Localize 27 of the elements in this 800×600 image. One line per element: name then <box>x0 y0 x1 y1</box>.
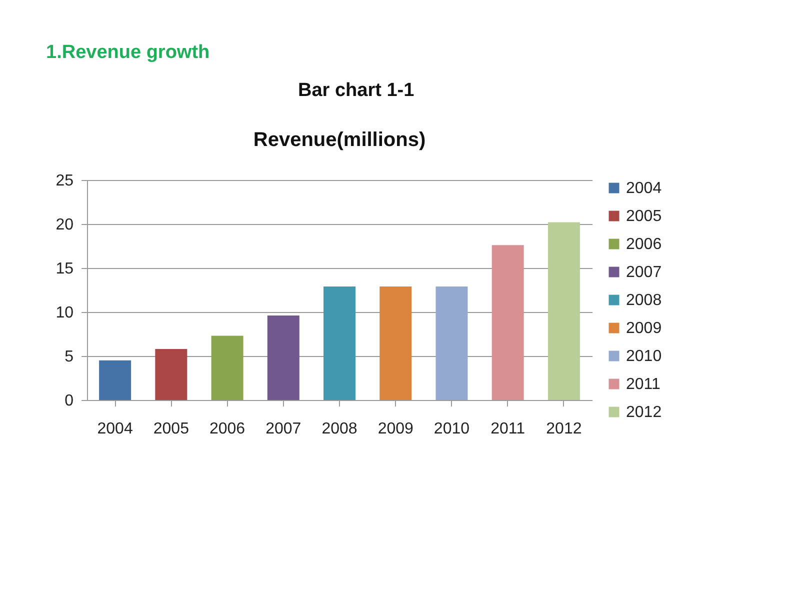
legend-label: 2009 <box>626 320 662 337</box>
text: Bar chart 1-1 <box>298 80 414 102</box>
text: 1.Revenue growth <box>46 42 210 64</box>
x-tick-label: 2006 <box>209 420 246 438</box>
x-tick-label: 2005 <box>153 420 190 438</box>
legend-label: 2012 <box>626 404 662 421</box>
y-tick-label: 15 <box>56 260 74 278</box>
legend-label: 2005 <box>626 208 662 225</box>
y-tick-label: 10 <box>56 304 74 322</box>
legend-label: 2010 <box>626 348 662 365</box>
y-tick-label: 5 <box>64 348 74 366</box>
y-tick-label: 25 <box>56 172 74 190</box>
x-tick-label: 2012 <box>546 420 582 438</box>
legend-label: 2006 <box>626 236 662 253</box>
x-tick-label: 2011 <box>490 420 526 438</box>
x-tick-label: 2009 <box>378 420 414 438</box>
legend-label: 2004 <box>626 180 662 197</box>
x-tick-label: 2007 <box>266 420 302 438</box>
legend-label: 2008 <box>626 292 662 309</box>
y-tick-label: 0 <box>64 392 74 410</box>
x-tick-label: 2010 <box>434 420 470 438</box>
x-tick-label: 2008 <box>322 420 358 438</box>
x-tick-label: 2004 <box>97 420 133 438</box>
legend-label: 2007 <box>626 264 662 281</box>
chart-title: Revenue(millions) <box>253 129 426 151</box>
y-tick-label: 20 <box>56 216 74 234</box>
legend-label: 2011 <box>626 376 661 393</box>
